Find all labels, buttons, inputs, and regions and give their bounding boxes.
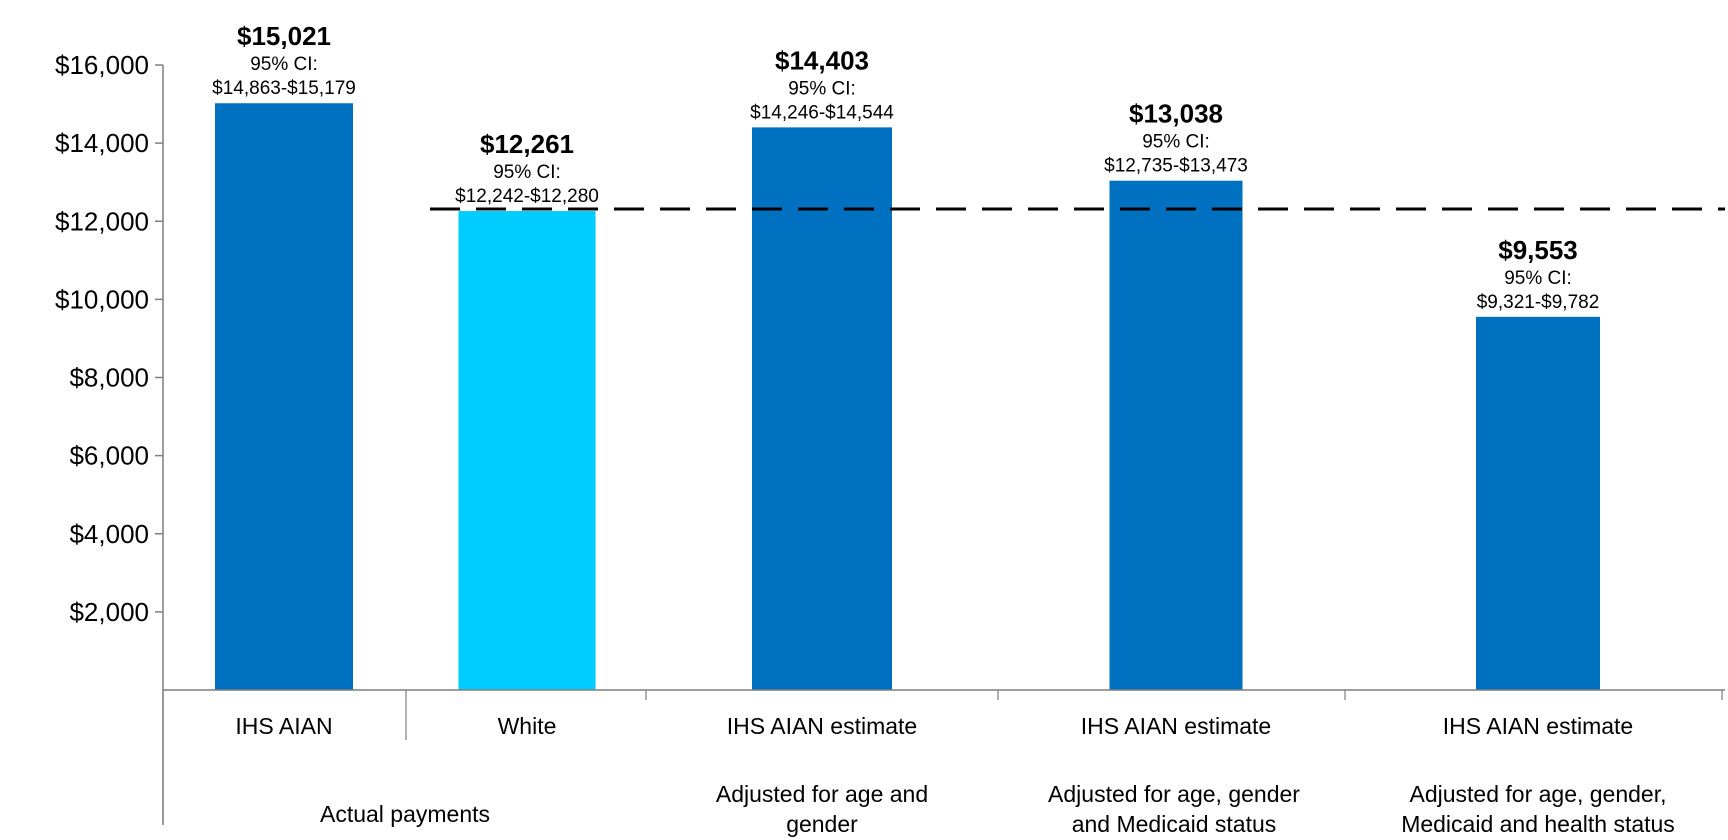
ci-title-1: 95% CI: xyxy=(250,54,318,75)
bar-3 xyxy=(752,127,892,690)
y-tick-label: $2,000 xyxy=(69,597,149,627)
value-label-1: $15,021 xyxy=(237,21,331,51)
bar-5 xyxy=(1476,316,1600,690)
ci-range-3: $14,246-$14,544 xyxy=(750,102,894,123)
y-tick-label: $16,000 xyxy=(55,50,149,80)
ci-title-4: 95% CI: xyxy=(1142,132,1210,153)
group-label-4-line-1: Adjusted for age, gender, xyxy=(1409,781,1666,807)
group-label-2-line-1: Adjusted for age and xyxy=(716,781,928,807)
y-tick-label: $4,000 xyxy=(69,519,149,549)
ci-range-5: $9,321-$9,782 xyxy=(1477,292,1600,313)
group-label-3-line-2: and Medicaid status xyxy=(1072,811,1277,837)
ci-title-2: 95% CI: xyxy=(493,162,561,183)
value-label-2: $12,261 xyxy=(480,129,574,159)
ci-range-1: $14,863-$15,179 xyxy=(212,78,356,99)
value-label-3: $14,403 xyxy=(775,45,869,75)
value-label-4: $13,038 xyxy=(1129,99,1223,129)
value-label-5: $9,553 xyxy=(1498,235,1578,265)
category-label-4: IHS AIAN estimate xyxy=(1081,713,1271,739)
category-label-3: IHS AIAN estimate xyxy=(727,713,917,739)
group-label-4-line-2: Medicaid and health status xyxy=(1401,811,1675,837)
y-tick-label: $12,000 xyxy=(55,206,149,236)
bar-2 xyxy=(458,211,596,690)
category-label-1: IHS AIAN xyxy=(235,713,332,739)
bar-4 xyxy=(1109,180,1243,690)
group-label-3-line-1: Adjusted for age, gender xyxy=(1048,781,1300,807)
bar-1 xyxy=(215,103,353,690)
group-label-1: Actual payments xyxy=(320,801,490,827)
y-tick-label: $6,000 xyxy=(69,441,149,471)
ci-title-3: 95% CI: xyxy=(788,78,856,99)
group-label-2-line-2: gender xyxy=(786,811,858,837)
y-tick-label: $10,000 xyxy=(55,284,149,314)
ci-range-2: $12,242-$12,280 xyxy=(455,186,599,207)
category-label-2: White xyxy=(498,713,557,739)
y-tick-label: $8,000 xyxy=(69,363,149,393)
ci-title-5: 95% CI: xyxy=(1504,268,1572,289)
ci-range-4: $12,735-$13,473 xyxy=(1104,156,1248,177)
category-label-5: IHS AIAN estimate xyxy=(1443,713,1633,739)
y-tick-label: $14,000 xyxy=(55,128,149,158)
